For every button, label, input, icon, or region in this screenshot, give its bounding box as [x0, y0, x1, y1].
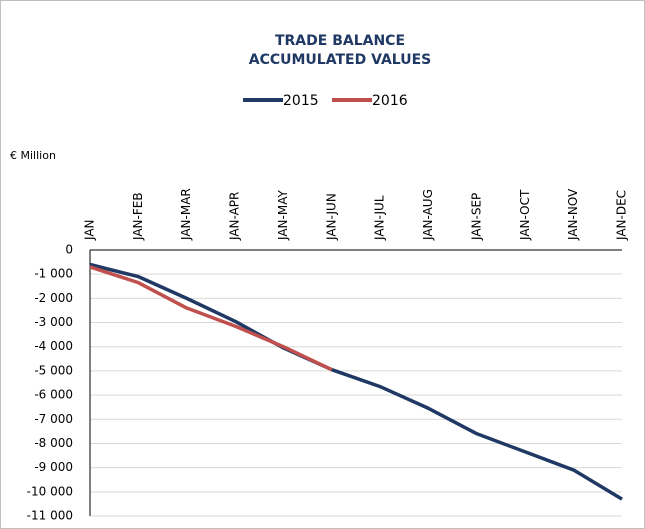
y-tick-label: -4 000 [34, 339, 73, 353]
chart-subtitle: ACCUMULATED VALUES [249, 52, 432, 68]
x-tick-label: JAN-DEC [615, 190, 629, 241]
y-tick-label: -2 000 [34, 291, 73, 305]
x-tick-label: JAN-FEB [131, 192, 145, 241]
y-tick-label: -9 000 [34, 460, 73, 474]
y-tick-label: -11 000 [27, 509, 73, 523]
legend-label: 2016 [372, 93, 408, 109]
y-tick-label: -3 000 [34, 315, 73, 329]
x-tick-label: JAN-MAY [276, 190, 290, 241]
x-tick-label: JAN-APR [228, 192, 242, 241]
chart-title: TRADE BALANCE [275, 33, 405, 49]
y-tick-label: -6 000 [34, 388, 73, 402]
y-tick-label: -7 000 [34, 412, 73, 426]
x-tick-label: JAN-SEP [469, 193, 483, 241]
x-tick-label: JAN-NOV [566, 188, 580, 241]
x-tick-label: JAN-MAR [179, 188, 193, 241]
y-tick-label: -1 000 [34, 267, 73, 281]
x-tick-label: JAN-JUN [324, 193, 338, 241]
y-tick-label: 0 [65, 243, 73, 257]
x-tick-label: JAN-AUG [421, 189, 435, 241]
x-tick-label: JAN-OCT [518, 189, 532, 241]
series-line [89, 265, 333, 372]
y-axis-label: € Million [10, 149, 56, 162]
legend-label: 2015 [283, 93, 319, 109]
x-tick-label: JAN [83, 219, 97, 241]
y-tick-label: -8 000 [34, 436, 73, 450]
x-tick-label: JAN-JUL [373, 195, 387, 241]
y-tick-label: -5 000 [34, 363, 73, 377]
y-tick-label: -10 000 [27, 484, 73, 498]
series-line [89, 262, 623, 501]
